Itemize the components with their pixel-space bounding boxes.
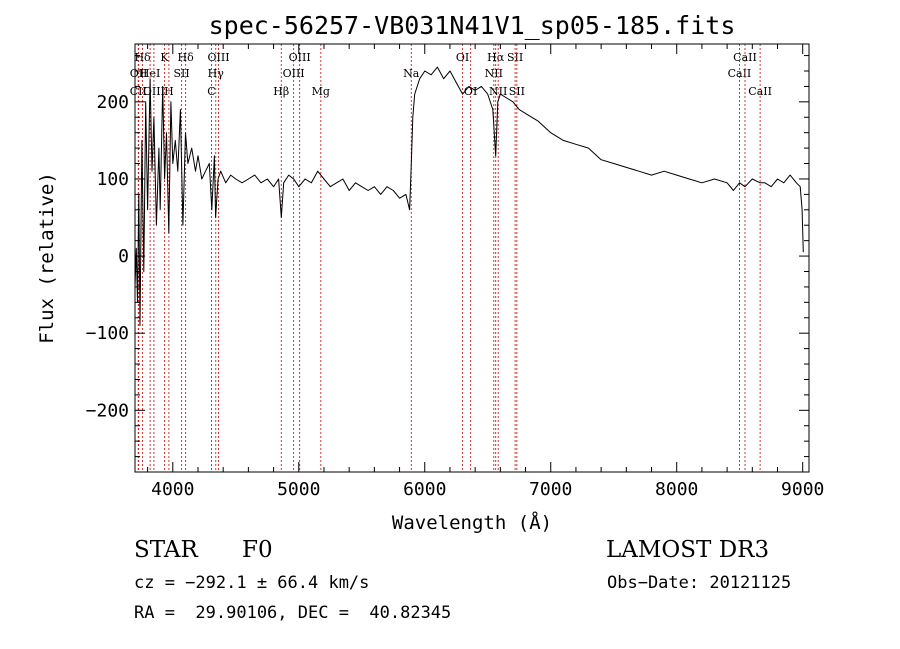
object-class: STAR: [134, 537, 198, 563]
spectral-line-label: OIII: [207, 51, 229, 64]
spectral-line-label: C: [207, 85, 215, 98]
spectral-line-label: Hγ: [208, 67, 225, 80]
spectral-line-label: Hβ: [273, 85, 289, 98]
spectral-line-label: OIII: [283, 67, 305, 80]
chart-title: spec-56257-VB031N41V1_sp05-185.fits: [209, 11, 736, 40]
spectral-line-label: CaII: [728, 67, 752, 80]
x-tick-label: 4000: [151, 479, 194, 500]
x-tick-label: 8000: [655, 479, 698, 500]
spectral-line-label: SII: [507, 51, 523, 64]
x-tick-label: 5000: [277, 479, 320, 500]
y-tick-label: 0: [118, 246, 129, 267]
survey-name: LAMOST DR3: [606, 537, 770, 563]
y-tick-label: 100: [96, 169, 129, 190]
observation-date: Obs−Date: 20121125: [607, 573, 792, 593]
spectral-line-label: H: [164, 85, 174, 98]
x-tick-label: 7000: [529, 479, 572, 500]
spectrum-layer: [134, 66, 804, 326]
spectral-line-label: SII: [173, 67, 189, 80]
spectral-line-label: Mg: [312, 85, 330, 98]
object-subclass: F0: [242, 537, 273, 563]
spectral-line-label: Na: [403, 67, 420, 80]
spectral-line-label: OII: [130, 67, 148, 80]
redshift-cz: cz = −292.1 ± 66.4 km/s: [134, 573, 370, 593]
spectral-line-label: Hδ: [178, 51, 195, 64]
spectral-line-label: SII: [509, 85, 525, 98]
axes-layer: 4000 5000 6000 7000 8000 9000 −200 −100 0 100 200: [86, 43, 824, 500]
spectral-line-label: OIII: [289, 51, 311, 64]
ra-dec-coordinates: RA = 29.90106, DEC = 40.82345: [134, 603, 452, 623]
x-tick-label: 6000: [403, 479, 446, 500]
spectral-line-label: OIII: [143, 85, 165, 98]
plot-frame: [134, 43, 810, 473]
spectral-line-label: HeI: [140, 67, 160, 80]
spectral-line-label: OI: [456, 51, 469, 64]
y-tick-label: 200: [96, 92, 129, 113]
spectral-line-label: Hα: [487, 51, 505, 64]
y-tick-label: −100: [86, 323, 129, 344]
spectral-line-label: NII: [485, 67, 503, 80]
spectral-line-label: CaII: [733, 51, 757, 64]
spectral-line-label: K: [160, 51, 169, 64]
x-axis-label: Wavelength (Å): [392, 511, 552, 534]
y-axis-label: Flux (relative): [36, 172, 58, 344]
spectral-line-label: CaII: [748, 85, 772, 98]
spectral-line-label: NII: [489, 85, 507, 98]
spectral-line-label: Hδ: [134, 51, 151, 64]
spectrum-series-line: [134, 66, 804, 326]
y-tick-label: −200: [86, 400, 129, 421]
x-tick-label: 9000: [781, 479, 824, 500]
